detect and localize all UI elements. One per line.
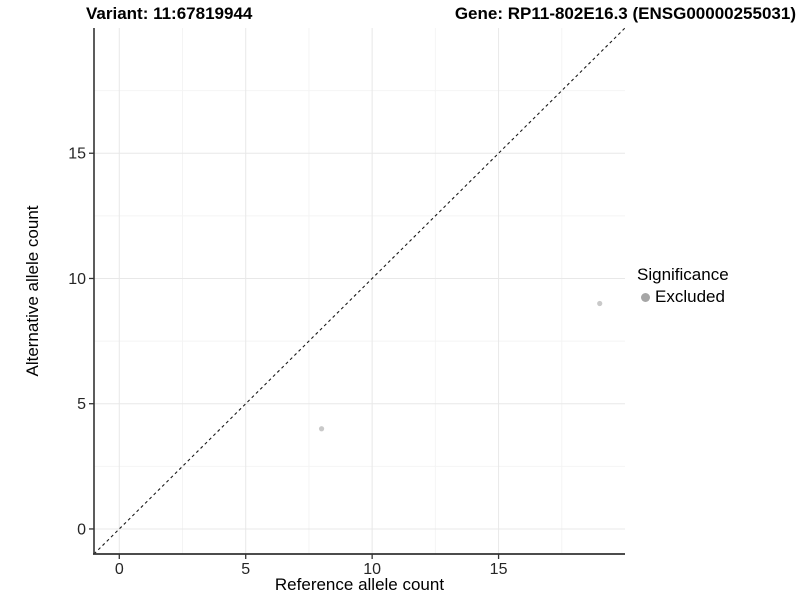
y-axis-title: Alternative allele count — [23, 205, 42, 377]
x-axis-title: Reference allele count — [274, 575, 445, 594]
data-point — [318, 426, 325, 432]
legend-entry-label: Excluded — [655, 287, 725, 306]
gene-title: Gene: RP11-802E16.3 (ENSG00000255031) — [454, 4, 796, 23]
y-tick-label: 5 — [77, 396, 86, 413]
legend-title: Significance — [637, 265, 729, 284]
legend-entry: Excluded — [637, 287, 729, 307]
legend-point-icon — [641, 292, 650, 302]
data-point — [597, 300, 603, 307]
legend: Significance Excluded — [637, 264, 729, 307]
x-tick-label: 10 — [363, 561, 381, 578]
x-tick-label: 0 — [115, 561, 124, 578]
identity-line — [93, 27, 626, 555]
y-tick-label: 15 — [68, 146, 86, 163]
y-tick-label: 10 — [68, 271, 86, 288]
x-tick-label: 5 — [241, 561, 250, 578]
y-tick-label: 0 — [77, 521, 86, 538]
x-tick-label: 15 — [490, 561, 508, 578]
variant-title: Variant: 11:67819944 — [86, 4, 253, 23]
